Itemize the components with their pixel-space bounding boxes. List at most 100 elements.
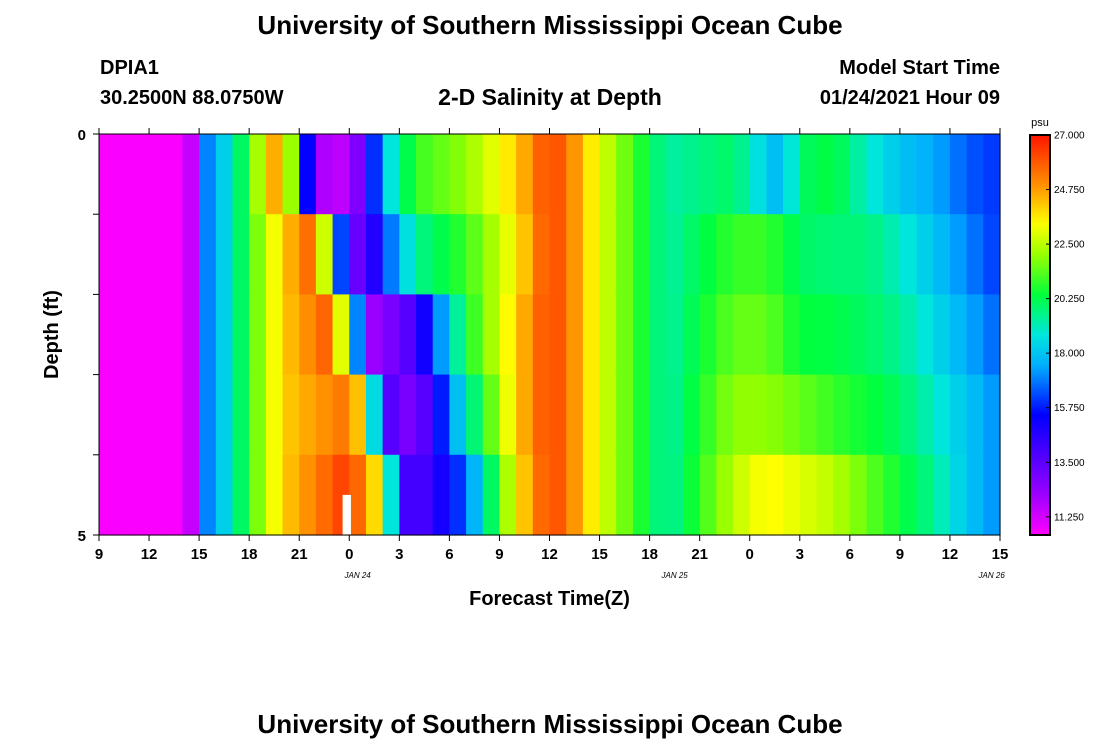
heatmap-cell [566,294,584,376]
heatmap-cell [983,374,1001,456]
heatmap-cell [365,214,384,295]
heatmap-cell [632,294,651,376]
heatmap-cell [816,374,834,456]
x-tick-label: 6 [846,546,854,563]
heatmap-cell [799,134,818,215]
heatmap-cell [549,374,567,456]
heatmap-cell [315,294,334,376]
heatmap-cell [499,134,517,215]
heatmap-cell [599,294,617,376]
heatmap-cell [849,374,868,456]
heatmap-cell [449,214,467,295]
heatmap-cell [182,134,200,215]
heatmap-cell [599,454,617,536]
heatmap-cell [933,374,951,456]
heatmap-cell [199,294,217,376]
heatmap-cell [99,374,117,456]
heatmap-cell [883,294,901,376]
x-axis-label: Forecast Time(Z) [469,588,630,610]
heatmap-cell [699,454,717,536]
heatmap-cell [165,214,184,295]
heatmap-cell [249,214,267,295]
heatmap-cell [466,134,484,215]
heatmap-cell [382,294,400,376]
heatmap-cell [299,374,317,456]
heatmap-cell [566,374,584,456]
heatmap-cell [115,454,133,536]
heatmap-cell [132,214,150,295]
heatmap-cell [516,454,534,536]
heatmap-cell [899,454,918,536]
heatmap-cell [949,454,968,536]
heatmap-cell [282,214,300,295]
heatmap-cell [966,454,984,536]
heatmap-cell [132,454,150,536]
heatmap-cell [899,374,918,456]
heatmap-cell [199,454,217,536]
heatmap-cell [449,134,467,215]
heatmap-cell [349,454,367,536]
heatmap-cell [215,374,234,456]
heatmap-cell [949,214,968,295]
heatmap-cell [416,294,434,376]
heatmap-cell [866,294,884,376]
heatmap-cell [132,374,150,456]
heatmap-cell [749,214,768,295]
station-id: DPIA1 [100,57,159,79]
heatmap-cell [499,294,517,376]
heatmap-cell [866,454,884,536]
heatmap-cell [249,374,267,456]
heatmap-cell [349,134,367,215]
heatmap-cell [733,294,751,376]
heatmap-cell [983,454,1001,536]
model-start-label: Model Start Time [839,57,1000,79]
heatmap-cell [482,374,501,456]
colorbar-tick-label: 27.000 [1054,131,1085,142]
heatmap-cell [733,374,751,456]
x-tick-label: 6 [445,546,453,563]
heatmap-cell [849,134,868,215]
y-axis: 05 [78,127,99,545]
heatmap-cell [983,214,1001,295]
heatmap-cell [933,454,951,536]
heatmap-cell [382,134,400,215]
colorbar-unit-label: psu [1031,117,1049,129]
heatmap-cell [249,294,267,376]
x-tick-label: 21 [691,546,708,563]
heatmap-cell [265,214,284,295]
heatmap-cell [666,294,684,376]
heatmap-cell [916,454,934,536]
heatmap-cell [532,454,551,536]
missing-data-cell [342,494,351,535]
heatmap-cell [182,374,200,456]
heatmap-cell [916,214,934,295]
heatmap-cell [232,134,250,215]
x-tick-label: 18 [241,546,258,563]
heatmap-cell [933,294,951,376]
heatmap-cell [299,134,317,215]
heatmap-cell [649,134,667,215]
heatmap-cell [849,214,868,295]
heatmap-cell [833,214,851,295]
heatmap-cell [983,294,1001,376]
heatmap-cell [265,374,284,456]
heatmap-cell [866,374,884,456]
heatmap-cell [432,214,450,295]
colorbar-tick-label: 20.250 [1054,294,1085,305]
date-label: JAN 25 [661,571,689,580]
heatmap-cell [582,214,601,295]
heatmap-cell [899,294,918,376]
heatmap-cell [666,454,684,536]
heatmap-cell [332,214,350,295]
heatmap-cell [399,134,417,215]
heatmap-cell [265,454,284,536]
heatmap-cell [682,374,701,456]
heatmap-cell [933,214,951,295]
x-tick-label: 12 [942,546,959,563]
heatmap-cell [165,134,184,215]
heatmap-cell [599,134,617,215]
heatmap-cell [432,374,450,456]
heatmap-cell [632,214,651,295]
heatmap-cell [532,134,551,215]
